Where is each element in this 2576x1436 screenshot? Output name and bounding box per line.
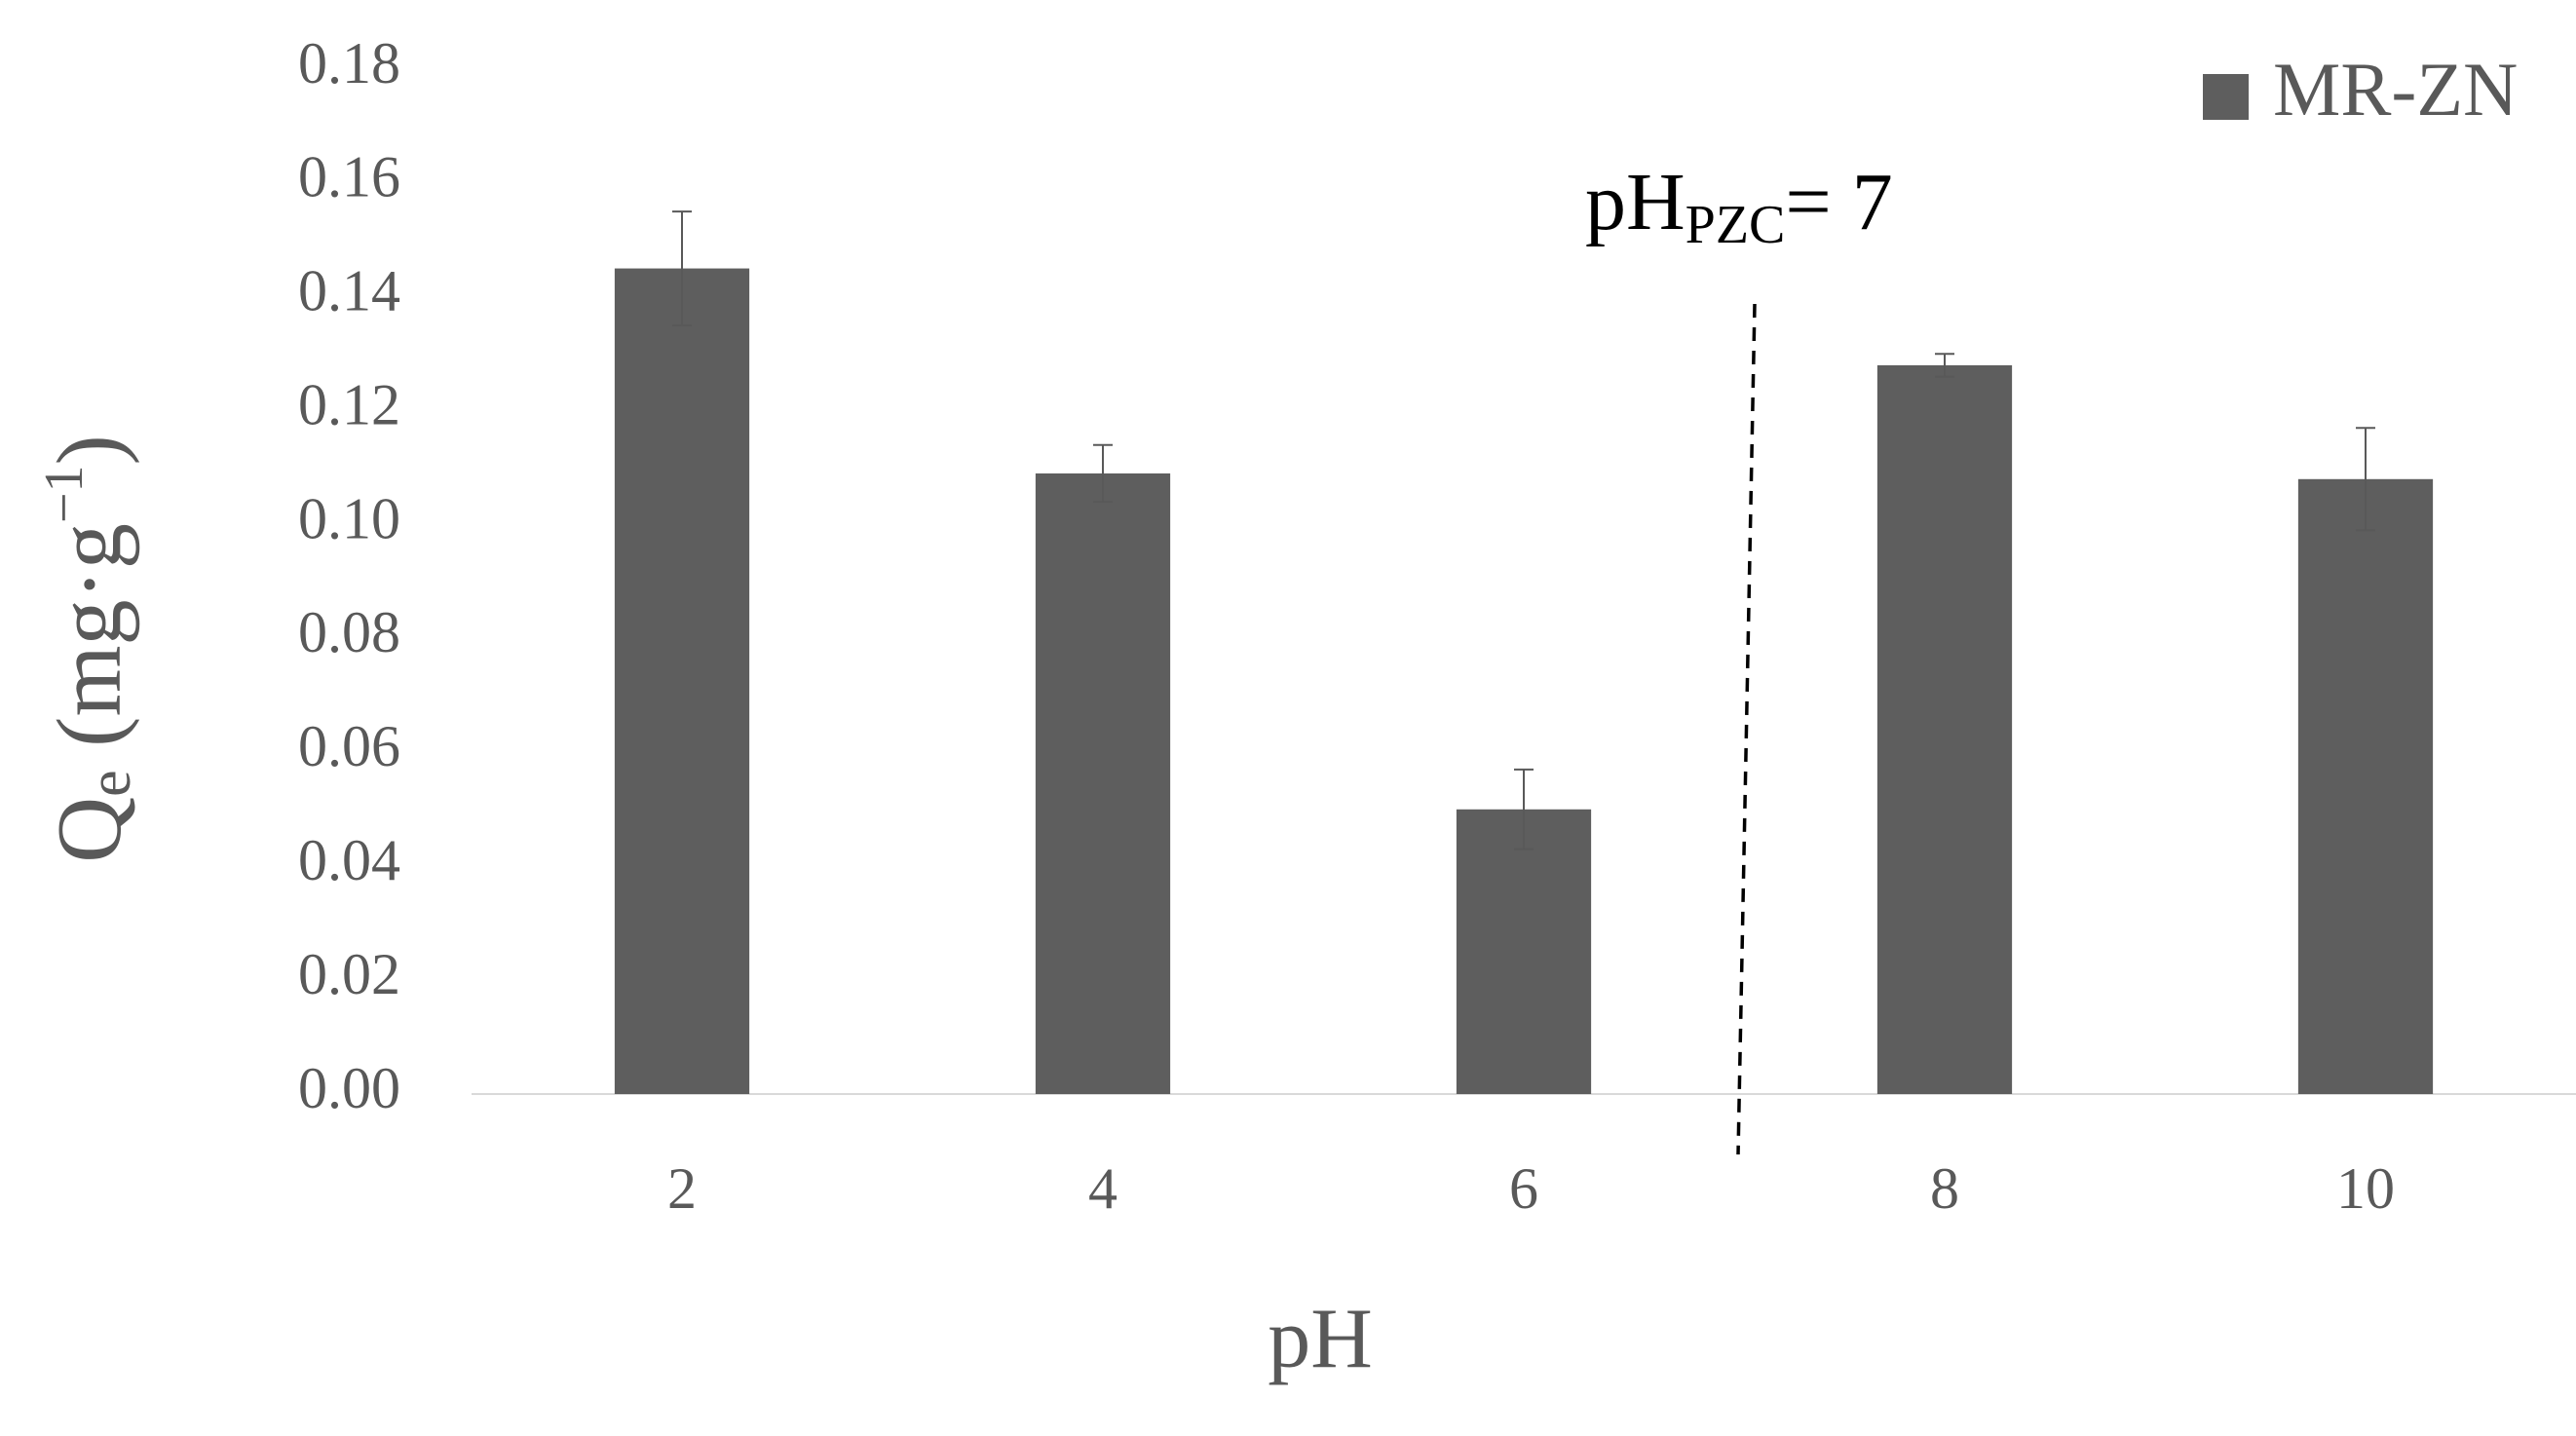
y-axis-title: Qe (mg·g−1) [34,435,143,863]
y-title-sub: e [77,770,143,797]
bar [1456,809,1592,1094]
error-bar [1935,353,1954,378]
error-bar [1093,443,1113,504]
y-tick-label: 0.06 [298,714,400,778]
annotation-main: pH [1585,157,1686,247]
x-tick-label: 6 [1509,1156,1538,1221]
y-tick-label: 0.00 [298,1056,400,1120]
pzc-line [1736,303,1757,1155]
y-tick-label: 0.18 [298,31,400,95]
y-title-unit: (mg·g [39,523,140,770]
y-title-main: Q [39,797,140,863]
legend-swatch [2203,74,2249,120]
bar [1876,364,2013,1094]
bar [614,268,750,1094]
x-tick-label: 8 [1930,1156,1959,1221]
y-tick-label: 0.04 [298,828,400,892]
y-tick-label: 0.16 [298,145,400,209]
x-tick-label: 2 [667,1156,697,1221]
y-title-end: ) [39,435,140,465]
bar [2297,478,2434,1094]
annotation: pHPZC= 7 [1585,157,1893,255]
annotation-sub: PZC [1686,195,1786,255]
y-title-sup: −1 [34,466,95,524]
y-tick-label: 0.02 [298,942,400,1006]
bar [1035,472,1171,1094]
x-tick-label: 4 [1088,1156,1118,1221]
error-bar [672,210,692,326]
y-tick-label: 0.14 [298,259,400,323]
annotation-rest: = 7 [1785,157,1892,247]
y-tick-label: 0.12 [298,372,400,436]
error-bar [2356,427,2375,532]
y-tick-label: 0.10 [298,486,400,550]
x-axis-title: pH [1268,1292,1373,1386]
error-bar [1514,768,1534,850]
y-tick-label: 0.08 [298,600,400,664]
legend-label: MR-ZN [2273,47,2518,132]
x-tick-label: 10 [2336,1156,2395,1221]
